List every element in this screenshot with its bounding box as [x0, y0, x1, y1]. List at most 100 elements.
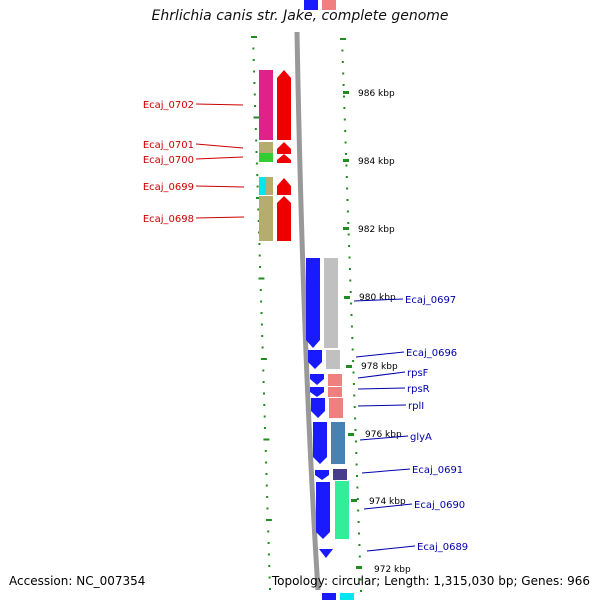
ruler-tick	[260, 323, 263, 326]
feature-ecaj-0697-gene[interactable]	[324, 258, 338, 348]
major-tick	[344, 296, 350, 299]
feature-rpsr-gene[interactable]	[328, 387, 342, 397]
gene-label-glya[interactable]: glyA	[410, 432, 432, 443]
ruler-tick	[351, 337, 354, 339]
feature-ecaj-0699-gene[interactable]	[277, 178, 291, 195]
ruler-tick	[354, 429, 357, 431]
ruler-tick	[260, 358, 267, 360]
feature-rpsf-gene[interactable]	[328, 374, 342, 386]
feature-ecaj-0691-gene[interactable]	[333, 469, 347, 480]
feature-ecaj-0702-gene[interactable]	[277, 70, 291, 140]
feature-rpsr-cds[interactable]	[310, 387, 324, 397]
ruler-tick	[268, 576, 271, 579]
feature-ecaj-0690-cds[interactable]	[316, 482, 330, 539]
gene-label-ecaj-0690[interactable]: Ecaj_0690	[414, 500, 465, 511]
major-tick	[343, 159, 349, 162]
ruler-tick	[356, 498, 359, 500]
ruler-tick	[266, 507, 269, 510]
feature-ecaj-0701-gene[interactable]	[277, 142, 291, 154]
gene-label-rpli[interactable]: rplI	[408, 401, 424, 412]
ruler-tick	[252, 59, 255, 61]
ruler-tick	[344, 130, 347, 132]
label-leader	[361, 468, 411, 474]
ruler-tick	[347, 222, 350, 224]
gene-label-rpsr[interactable]: rpsR	[407, 384, 430, 395]
ruler-tick	[352, 371, 355, 374]
forward-strand-features	[306, 258, 354, 600]
ruler-tick	[355, 463, 358, 466]
feature-ecaj-0690-gene[interactable]	[335, 481, 349, 539]
gene-label-ecaj-0697[interactable]: Ecaj_0697	[405, 295, 456, 306]
gene-label-ecaj-0699[interactable]: Ecaj_0699	[143, 182, 194, 193]
feature-ecaj-0700-cds[interactable]	[259, 153, 273, 162]
gene-label-rpsf[interactable]: rpsF	[407, 368, 429, 379]
ruler-tick	[345, 176, 348, 178]
ruler-tick	[342, 72, 345, 75]
gene-label-ecaj-0700[interactable]: Ecaj_0700	[143, 155, 194, 166]
feature-glya-cds[interactable]	[313, 422, 327, 464]
label-leader	[359, 435, 409, 441]
feature-ecaj-0691-cds[interactable]	[315, 470, 329, 480]
ruler-tick	[344, 141, 347, 144]
feature-ecaj-0696-cds[interactable]	[308, 350, 322, 369]
feature-ecaj-0697-cds[interactable]	[306, 258, 320, 348]
ruler-tick	[347, 233, 350, 236]
feature-ecaj-0700-gene[interactable]	[277, 154, 291, 163]
ruler-tick	[342, 84, 345, 86]
feature-ecaj-0699-cds-a[interactable]	[259, 177, 266, 195]
feature-ecaj-0689-cds[interactable]	[319, 549, 333, 558]
ruler-tick	[258, 277, 265, 280]
feature-ecaj-0698-cds[interactable]	[259, 196, 273, 241]
gene-label-ecaj-0701[interactable]: Ecaj_0701	[143, 140, 194, 151]
scale-label: 974 kbp	[369, 497, 406, 507]
ruler-tick	[353, 406, 356, 408]
label-leader	[195, 216, 245, 219]
major-tick	[351, 499, 357, 502]
label-leader	[195, 156, 244, 160]
scale-label: 982 kbp	[358, 225, 395, 235]
ruler-tick	[261, 335, 264, 337]
ruler-tick	[264, 450, 267, 452]
feature-ecaj-0701-cds[interactable]	[259, 142, 273, 153]
ruler-tick	[260, 312, 263, 314]
gene-label-ecaj-0702[interactable]: Ecaj_0702	[143, 100, 194, 111]
scale-label: 976 kbp	[365, 430, 402, 440]
ruler-tick	[345, 164, 348, 167]
ruler-tick	[346, 210, 349, 213]
ruler-tick	[259, 266, 262, 268]
feature-glya-gene[interactable]	[331, 422, 345, 464]
ruler-tick	[349, 291, 352, 293]
feature-ecaj-0698-gene[interactable]	[277, 196, 291, 241]
feature-rpli-gene[interactable]	[329, 398, 343, 418]
ruler-tick	[343, 107, 346, 109]
bottom-partial-forward-gene	[340, 593, 354, 600]
ruler-tick	[255, 139, 258, 142]
feature-rpli-cds[interactable]	[311, 398, 325, 418]
bottom-partial-forward-cds	[322, 593, 336, 600]
feature-ecaj-0702-cds[interactable]	[259, 70, 273, 140]
ruler-tick	[261, 346, 264, 349]
ruler-tick	[354, 417, 357, 420]
ruler-tick	[267, 553, 270, 556]
gene-label-ecaj-0698[interactable]: Ecaj_0698	[143, 214, 194, 225]
ruler-tick	[341, 61, 344, 63]
gene-label-ecaj-0691[interactable]: Ecaj_0691	[412, 465, 463, 476]
label-leader	[357, 387, 406, 390]
feature-rpsf-cds[interactable]	[310, 374, 324, 385]
gene-label-ecaj-0689[interactable]: Ecaj_0689	[417, 542, 468, 553]
ruler-tick	[254, 105, 257, 107]
gene-label-ecaj-0696[interactable]: Ecaj_0696	[406, 348, 457, 359]
ruler-tick	[258, 243, 261, 245]
feature-ecaj-0696-gene[interactable]	[326, 350, 340, 369]
ruler-tick	[266, 496, 269, 498]
ruler-tick	[265, 519, 272, 521]
label-leader	[366, 545, 416, 552]
ruler-tick	[353, 394, 356, 397]
ruler-tick	[256, 174, 259, 176]
scale-labels: 986 kbp 984 kbp 982 kbp 980 kbp 978 kbp …	[343, 89, 411, 575]
feature-ecaj-0699-cds-b[interactable]	[266, 177, 273, 195]
ruler-tick	[359, 578, 362, 581]
ruler-right	[340, 38, 362, 592]
ruler-tick	[355, 452, 358, 454]
scale-label: 984 kbp	[358, 157, 395, 167]
